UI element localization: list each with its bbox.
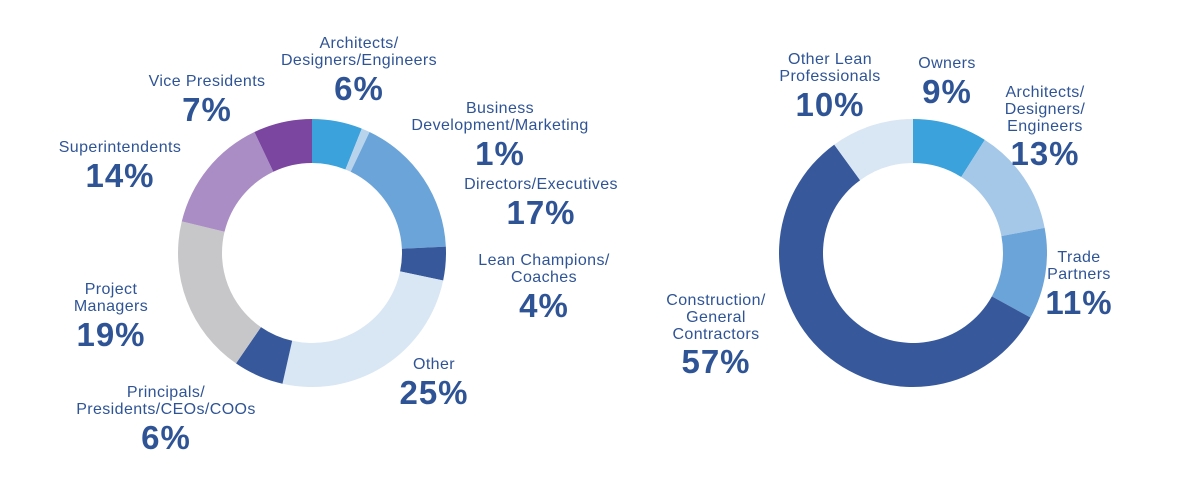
segment-percentage: 6% — [334, 69, 384, 107]
donut-segment — [254, 119, 312, 172]
roles-donut-chart — [178, 119, 446, 387]
donut-segment — [400, 246, 446, 281]
segment-name: Superintendents — [58, 139, 182, 156]
segment-percentage: 11% — [1045, 283, 1113, 321]
segment-percentage: 13% — [1010, 135, 1080, 173]
segment-name: Trade Partners — [1047, 249, 1111, 283]
donut-segment — [345, 128, 370, 172]
label-other: Other 25% — [284, 356, 584, 411]
segment-name: Other Lean Professionals — [779, 51, 881, 85]
segment-name: Vice Presidents — [148, 73, 266, 90]
segment-name: Project Managers — [73, 281, 149, 315]
donut-segment — [178, 221, 261, 364]
segment-percentage: 10% — [795, 85, 865, 123]
donut-segment — [236, 327, 293, 384]
label-architects-designers-engineers-right: Architects/ Designers/ Engineers 13% — [895, 84, 1195, 173]
donut-segment — [913, 119, 985, 178]
donut-segment — [282, 271, 444, 387]
segment-name: Owners — [918, 55, 976, 72]
segment-name: Business Development/Marketing — [411, 100, 589, 134]
segment-percentage: 1% — [475, 134, 525, 172]
label-construction-general-contractors: Construction/ General Contractors 57% — [566, 292, 866, 381]
segment-percentage: 9% — [922, 72, 972, 110]
donut-segment — [350, 132, 446, 249]
donut-segment — [834, 119, 913, 181]
segment-name: Construction/ General Contractors — [666, 292, 766, 343]
segment-percentage: 6% — [141, 418, 191, 456]
label-directors-executives: Directors/Executives 17% — [391, 176, 691, 231]
label-vice-presidents: Vice Presidents 7% — [57, 73, 357, 128]
donut-segment — [961, 139, 1045, 237]
label-business-development-marketing: Business Development/Marketing 1% — [350, 100, 650, 172]
segment-percentage: 57% — [681, 343, 751, 381]
organizations-donut-chart — [779, 119, 1047, 387]
donut-segment — [779, 144, 1031, 387]
label-lean-champions-coaches: Lean Champions/ Coaches 4% — [394, 252, 694, 324]
segment-name: Architects/ Designers/Engineers — [280, 35, 438, 69]
segment-percentage: 14% — [85, 156, 155, 194]
segment-percentage: 4% — [519, 286, 569, 324]
label-principals-presidents-ceos-coos: Principals/ Presidents/CEOs/COOs 6% — [16, 384, 316, 456]
label-project-managers: Project Managers 19% — [0, 281, 261, 353]
donut-segment — [181, 132, 274, 232]
segment-percentage: 25% — [399, 373, 469, 411]
label-trade-partners: Trade Partners 11% — [929, 249, 1200, 321]
segment-name: Lean Champions/ Coaches — [478, 252, 610, 286]
label-owners: Owners 9% — [797, 55, 1097, 110]
segment-percentage: 19% — [76, 315, 146, 353]
label-architects-designers-engineers: Architects/ Designers/Engineers 6% — [209, 35, 509, 107]
segment-percentage: 17% — [506, 193, 576, 231]
donut-segment — [312, 119, 362, 170]
segment-percentage: 7% — [182, 90, 232, 128]
segment-name: Directors/Executives — [464, 176, 618, 193]
segment-name: Principals/ Presidents/CEOs/COOs — [76, 384, 256, 418]
segment-name: Other — [412, 356, 455, 373]
segment-name: Architects/ Designers/ Engineers — [1004, 84, 1086, 135]
label-other-lean-professionals: Other Lean Professionals 10% — [680, 51, 980, 123]
label-superintendents: Superintendents 14% — [0, 139, 270, 194]
donut-segment — [991, 227, 1047, 318]
